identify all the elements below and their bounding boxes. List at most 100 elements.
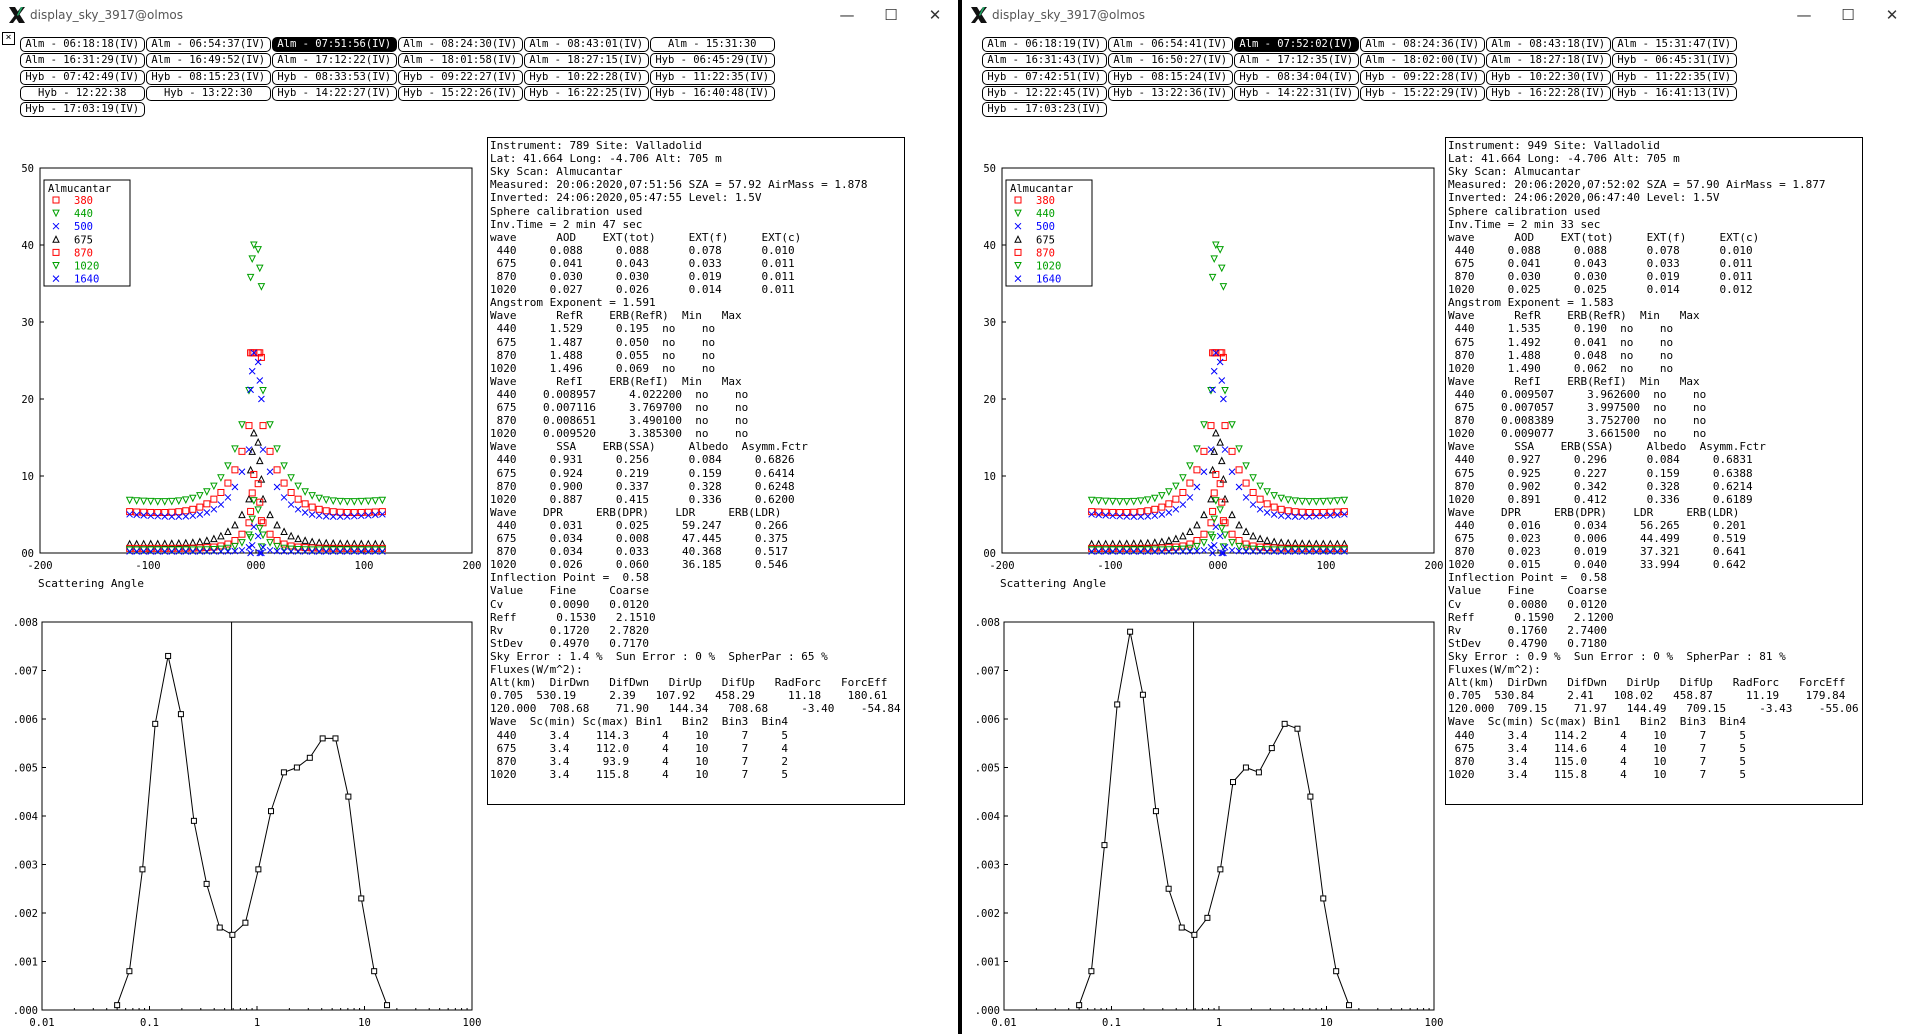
time-button[interactable]: Alm - 06:18:19(IV) bbox=[982, 37, 1107, 52]
time-button[interactable]: Hyb - 16:22:25(IV) bbox=[524, 85, 649, 101]
time-button[interactable]: Alm - 08:43:01(IV) bbox=[524, 37, 649, 52]
time-button[interactable]: Alm - 18:27:18(IV) bbox=[1486, 53, 1611, 69]
data-point bbox=[1102, 548, 1110, 555]
data-point bbox=[1249, 548, 1257, 555]
time-button[interactable]: Hyb - 12:22:38 bbox=[20, 85, 145, 101]
time-button[interactable]: Alm - 18:01:58(IV) bbox=[398, 53, 523, 69]
data-point bbox=[350, 498, 359, 506]
time-button[interactable]: Alm - 08:24:30(IV) bbox=[398, 37, 523, 52]
time-button[interactable]: Alm - 18:27:15(IV) bbox=[524, 53, 649, 69]
data-point bbox=[1263, 500, 1271, 508]
info-line: 1020 0.025 0.025 0.014 0.012 bbox=[1448, 283, 1753, 297]
y-tick-label: 50 bbox=[21, 163, 34, 175]
data-point bbox=[174, 497, 183, 506]
time-button[interactable]: Hyb - 15:22:29(IV) bbox=[1360, 85, 1485, 101]
data-point bbox=[203, 488, 211, 496]
info-line: 870 0.902 0.342 0.328 0.6214 bbox=[1448, 479, 1753, 493]
time-button[interactable]: Hyb - 07:42:49(IV) bbox=[20, 69, 145, 85]
time-button[interactable]: Alm - 16:31:43(IV) bbox=[982, 53, 1107, 69]
time-button[interactable]: Hyb - 17:03:19(IV) bbox=[20, 102, 145, 118]
time-button[interactable]: Hyb - 07:42:51(IV) bbox=[982, 69, 1107, 85]
time-button[interactable]: Hyb - 14:22:31(IV) bbox=[1234, 85, 1359, 101]
data-point bbox=[1158, 492, 1166, 500]
data-point bbox=[1101, 497, 1110, 506]
titlebar[interactable]: display_sky_3917@olmos — ☐ ✕ bbox=[962, 0, 1915, 30]
data-point bbox=[246, 273, 255, 282]
data-point bbox=[1127, 628, 1134, 635]
client-area: × 00 10 20 30 40 50 -200 -100 000 100 200 Scatterin… bbox=[0, 30, 958, 1034]
time-button[interactable]: Hyb - 08:15:23(IV) bbox=[146, 69, 271, 85]
info-line: Sky Error : 0.9 % Sun Error : 0 % SpherP… bbox=[1448, 649, 1786, 663]
maximize-button[interactable]: ☐ bbox=[870, 2, 912, 28]
time-button[interactable]: Alm - 08:24:36(IV) bbox=[1360, 37, 1485, 52]
time-button[interactable]: Hyb - 08:15:24(IV) bbox=[1108, 69, 1233, 85]
time-button[interactable]: Hyb - 09:22:28(IV) bbox=[1360, 69, 1485, 85]
time-button[interactable]: Alm - 16:49:52(IV) bbox=[146, 53, 271, 69]
time-button[interactable]: Hyb - 08:34:04(IV) bbox=[1234, 69, 1359, 85]
close-button[interactable]: ✕ bbox=[1871, 2, 1913, 28]
data-point bbox=[1151, 548, 1159, 555]
data-point bbox=[139, 866, 146, 873]
xt-close-box[interactable]: × bbox=[2, 32, 15, 45]
time-button[interactable]: Hyb - 08:33:53(IV) bbox=[272, 69, 397, 85]
data-point bbox=[258, 395, 265, 403]
info-line: Inflection Point = 0.58 bbox=[490, 571, 649, 585]
legend-entry bbox=[52, 275, 60, 282]
data-point bbox=[248, 367, 256, 375]
info-line: 675 3.4 114.6 4 10 7 5 bbox=[1448, 741, 1747, 755]
time-button[interactable]: Alm - 16:31:29(IV) bbox=[20, 53, 145, 69]
data-point bbox=[1158, 503, 1166, 511]
time-button[interactable]: Hyb - 13:22:30 bbox=[146, 85, 271, 101]
time-button[interactable]: Alm - 15:31:30 bbox=[650, 37, 775, 52]
data-point bbox=[1179, 545, 1187, 554]
time-button[interactable]: Hyb - 12:22:45(IV) bbox=[982, 85, 1107, 101]
time-button[interactable]: Hyb - 17:03:23(IV) bbox=[982, 102, 1107, 118]
time-button[interactable]: Hyb - 09:22:27(IV) bbox=[398, 69, 523, 85]
minimize-button[interactable]: — bbox=[826, 2, 868, 28]
time-button[interactable]: Alm - 17:12:35(IV) bbox=[1234, 53, 1359, 69]
legend-label: 1640 bbox=[1036, 274, 1061, 286]
data-point bbox=[1165, 500, 1173, 508]
time-button[interactable]: Hyb - 10:22:28(IV) bbox=[524, 69, 649, 85]
time-button[interactable]: Alm - 07:52:02(IV) bbox=[1234, 37, 1359, 52]
data-point bbox=[294, 482, 302, 491]
time-button[interactable]: Alm - 15:31:47(IV) bbox=[1612, 37, 1737, 52]
y-tick-label: 50 bbox=[983, 163, 996, 175]
data-point bbox=[378, 496, 387, 505]
time-button[interactable]: Alm - 06:18:18(IV) bbox=[20, 37, 145, 52]
time-button[interactable]: Hyb - 16:40:48(IV) bbox=[650, 85, 775, 101]
close-button[interactable]: ✕ bbox=[914, 2, 956, 28]
time-button[interactable]: Hyb - 16:41:13(IV) bbox=[1612, 85, 1737, 101]
size-distribution-line bbox=[116, 655, 388, 1006]
time-button[interactable]: Hyb - 06:45:29(IV) bbox=[650, 53, 775, 69]
time-button[interactable]: Alm - 07:51:56(IV) bbox=[272, 37, 397, 52]
minimize-button[interactable]: — bbox=[1783, 2, 1825, 28]
info-line: 1020 0.026 0.060 36.185 0.546 bbox=[490, 558, 789, 572]
time-button[interactable]: Hyb - 06:45:31(IV) bbox=[1612, 53, 1737, 69]
info-line: Value Fine Coarse bbox=[490, 584, 649, 598]
data-point bbox=[259, 386, 267, 395]
time-button[interactable]: Hyb - 16:22:28(IV) bbox=[1486, 85, 1611, 101]
time-button[interactable]: Hyb - 15:22:26(IV) bbox=[398, 85, 523, 101]
time-button[interactable]: Hyb - 14:22:27(IV) bbox=[272, 85, 397, 101]
time-button[interactable]: Alm - 06:54:37(IV) bbox=[146, 37, 271, 52]
time-button[interactable]: Alm - 16:50:27(IV) bbox=[1108, 53, 1233, 69]
time-button[interactable]: Hyb - 13:22:36(IV) bbox=[1108, 85, 1233, 101]
data-point bbox=[1218, 498, 1226, 506]
data-point bbox=[248, 489, 256, 497]
time-button[interactable]: Alm - 17:12:22(IV) bbox=[272, 53, 397, 69]
titlebar[interactable]: display_sky_3917@olmos — ☐ ✕ bbox=[0, 0, 958, 30]
time-button[interactable]: Hyb - 10:22:30(IV) bbox=[1486, 69, 1611, 85]
time-button[interactable]: Alm - 18:02:00(IV) bbox=[1360, 53, 1485, 69]
y-tick-label: 30 bbox=[21, 317, 34, 329]
time-button[interactable]: Alm - 06:54:41(IV) bbox=[1108, 37, 1233, 52]
info-line: Reff 0.1530 2.1510 bbox=[490, 610, 656, 624]
time-button[interactable]: Hyb - 11:22:35(IV) bbox=[650, 69, 775, 85]
maximize-button[interactable]: ☐ bbox=[1827, 2, 1869, 28]
data-point bbox=[1212, 497, 1220, 505]
data-point bbox=[294, 495, 302, 503]
time-button[interactable]: Alm - 08:43:18(IV) bbox=[1486, 37, 1611, 52]
data-point bbox=[1319, 548, 1327, 555]
time-button[interactable]: Hyb - 11:22:35(IV) bbox=[1612, 69, 1737, 85]
data-point bbox=[1210, 255, 1219, 263]
